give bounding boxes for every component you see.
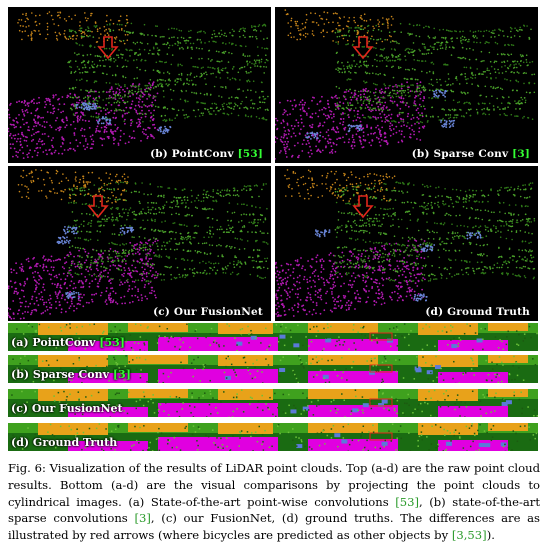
pointcloud-panel-fusionnet: (c) Our FusionNet xyxy=(8,166,271,321)
pointcloud-render xyxy=(275,169,536,318)
pointcloud-panel-pointconv: (b) PointConv [53] xyxy=(8,7,271,163)
pointcloud-render xyxy=(8,11,269,160)
panel-caption: (c) Our FusionNet xyxy=(153,306,263,318)
red-arrow-icon xyxy=(97,36,119,60)
pointcloud-panel-sparseconv: (b) Sparse Conv [3] xyxy=(275,7,538,163)
projection-strip-sparseconv: (b) Sparse Conv [3] xyxy=(8,355,538,383)
panel-caption: (b) Sparse Conv [3] xyxy=(411,148,530,160)
panel-caption: (b) PointConv [53] xyxy=(150,148,263,160)
projection-render xyxy=(8,389,538,417)
projection-render xyxy=(8,355,538,383)
red-arrow-icon xyxy=(352,36,374,60)
pointcloud-render xyxy=(8,169,269,320)
strip-caption: (a) PointConv [53] xyxy=(11,336,125,349)
pointcloud-render xyxy=(275,9,536,160)
citation-link[interactable]: [53] xyxy=(395,494,420,509)
citation-link[interactable]: [3,53] xyxy=(451,528,487,543)
pointcloud-panel-groundtruth: (d) Ground Truth xyxy=(275,166,538,321)
strip-caption: (b) Sparse Conv [3] xyxy=(11,368,131,381)
figure-label: Fig. 6: xyxy=(8,461,46,475)
red-arrow-icon xyxy=(352,195,374,219)
projection-strip-pointconv: (a) PointConv [53] xyxy=(8,323,538,351)
panel-caption: (d) Ground Truth xyxy=(425,306,530,318)
red-arrow-icon xyxy=(87,195,109,219)
strip-caption: (d) Ground Truth xyxy=(11,436,118,449)
strip-caption: (c) Our FusionNet xyxy=(11,402,123,415)
citation-link[interactable]: [3] xyxy=(134,511,151,526)
projection-strip-fusionnet: (c) Our FusionNet xyxy=(8,389,538,417)
figure-caption: Fig. 6: Visualization of the results of … xyxy=(8,461,541,543)
projection-render xyxy=(8,423,538,451)
projection-strip-groundtruth: (d) Ground Truth xyxy=(8,423,538,451)
projection-render xyxy=(8,323,538,351)
